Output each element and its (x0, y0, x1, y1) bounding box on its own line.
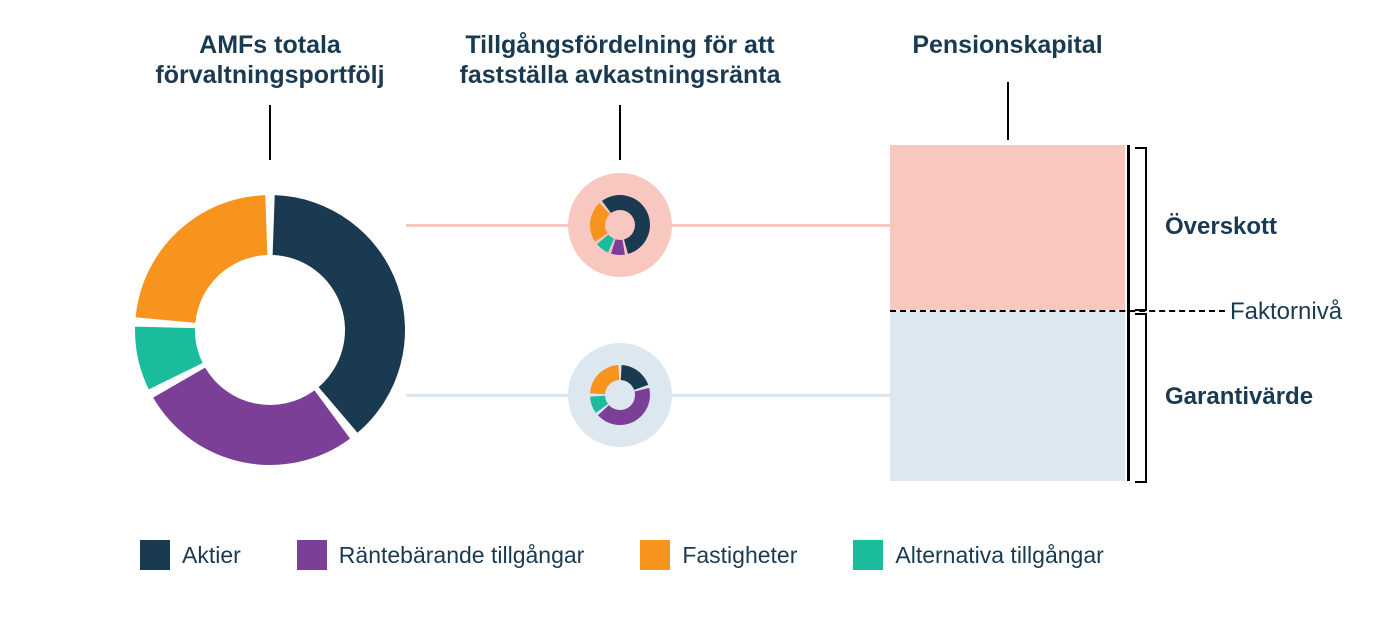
bar-overskott (890, 145, 1125, 310)
bar-right-border (1127, 145, 1130, 481)
legend-label-fastigheter: Fastigheter (682, 542, 797, 569)
infographic-stage: AMFs totala förvaltningsportfölj Tillgån… (0, 0, 1400, 620)
legend-swatch-rantebarande (297, 540, 327, 570)
donut-slice-aktier (273, 195, 405, 433)
legend: Aktier Räntebärande tillgångar Fastigheter… (140, 540, 1104, 570)
main-donut (133, 193, 407, 472)
bar-garantivarde (890, 311, 1125, 481)
bracket-overskott (1135, 147, 1147, 311)
label-overskott: Överskott (1165, 213, 1277, 241)
legend-item-rantebarande: Räntebärande tillgångar (297, 540, 585, 570)
label-faktorniva: Faktornivå (1230, 298, 1342, 326)
donut-slice-rantebarande (153, 368, 350, 465)
label-garantivarde: Garantivärde (1165, 383, 1313, 411)
donut-slice-fastigheter (136, 195, 268, 323)
title-middle: Tillgångsfördelning för att fastställa a… (450, 30, 790, 90)
title-right: Pensionskapital (890, 30, 1125, 60)
tick-left (269, 105, 271, 160)
faktorniva-line (890, 310, 1225, 312)
donut-halo (568, 173, 672, 277)
title-left: AMFs totala förvaltningsportfölj (130, 30, 410, 90)
mini-donut-bottom (566, 341, 674, 454)
legend-label-rantebarande: Räntebärande tillgångar (339, 542, 585, 569)
legend-swatch-fastigheter (640, 540, 670, 570)
legend-label-alternativa: Alternativa tillgångar (895, 542, 1103, 569)
tick-right (1007, 82, 1009, 140)
bracket-garantivarde (1135, 313, 1147, 483)
legend-swatch-alternativa (853, 540, 883, 570)
legend-item-alternativa: Alternativa tillgångar (853, 540, 1103, 570)
legend-item-fastigheter: Fastigheter (640, 540, 797, 570)
donut-halo (568, 343, 672, 447)
mini-donut-top (566, 171, 674, 284)
legend-label-aktier: Aktier (182, 542, 241, 569)
legend-item-aktier: Aktier (140, 540, 241, 570)
tick-middle (619, 105, 621, 160)
legend-swatch-aktier (140, 540, 170, 570)
